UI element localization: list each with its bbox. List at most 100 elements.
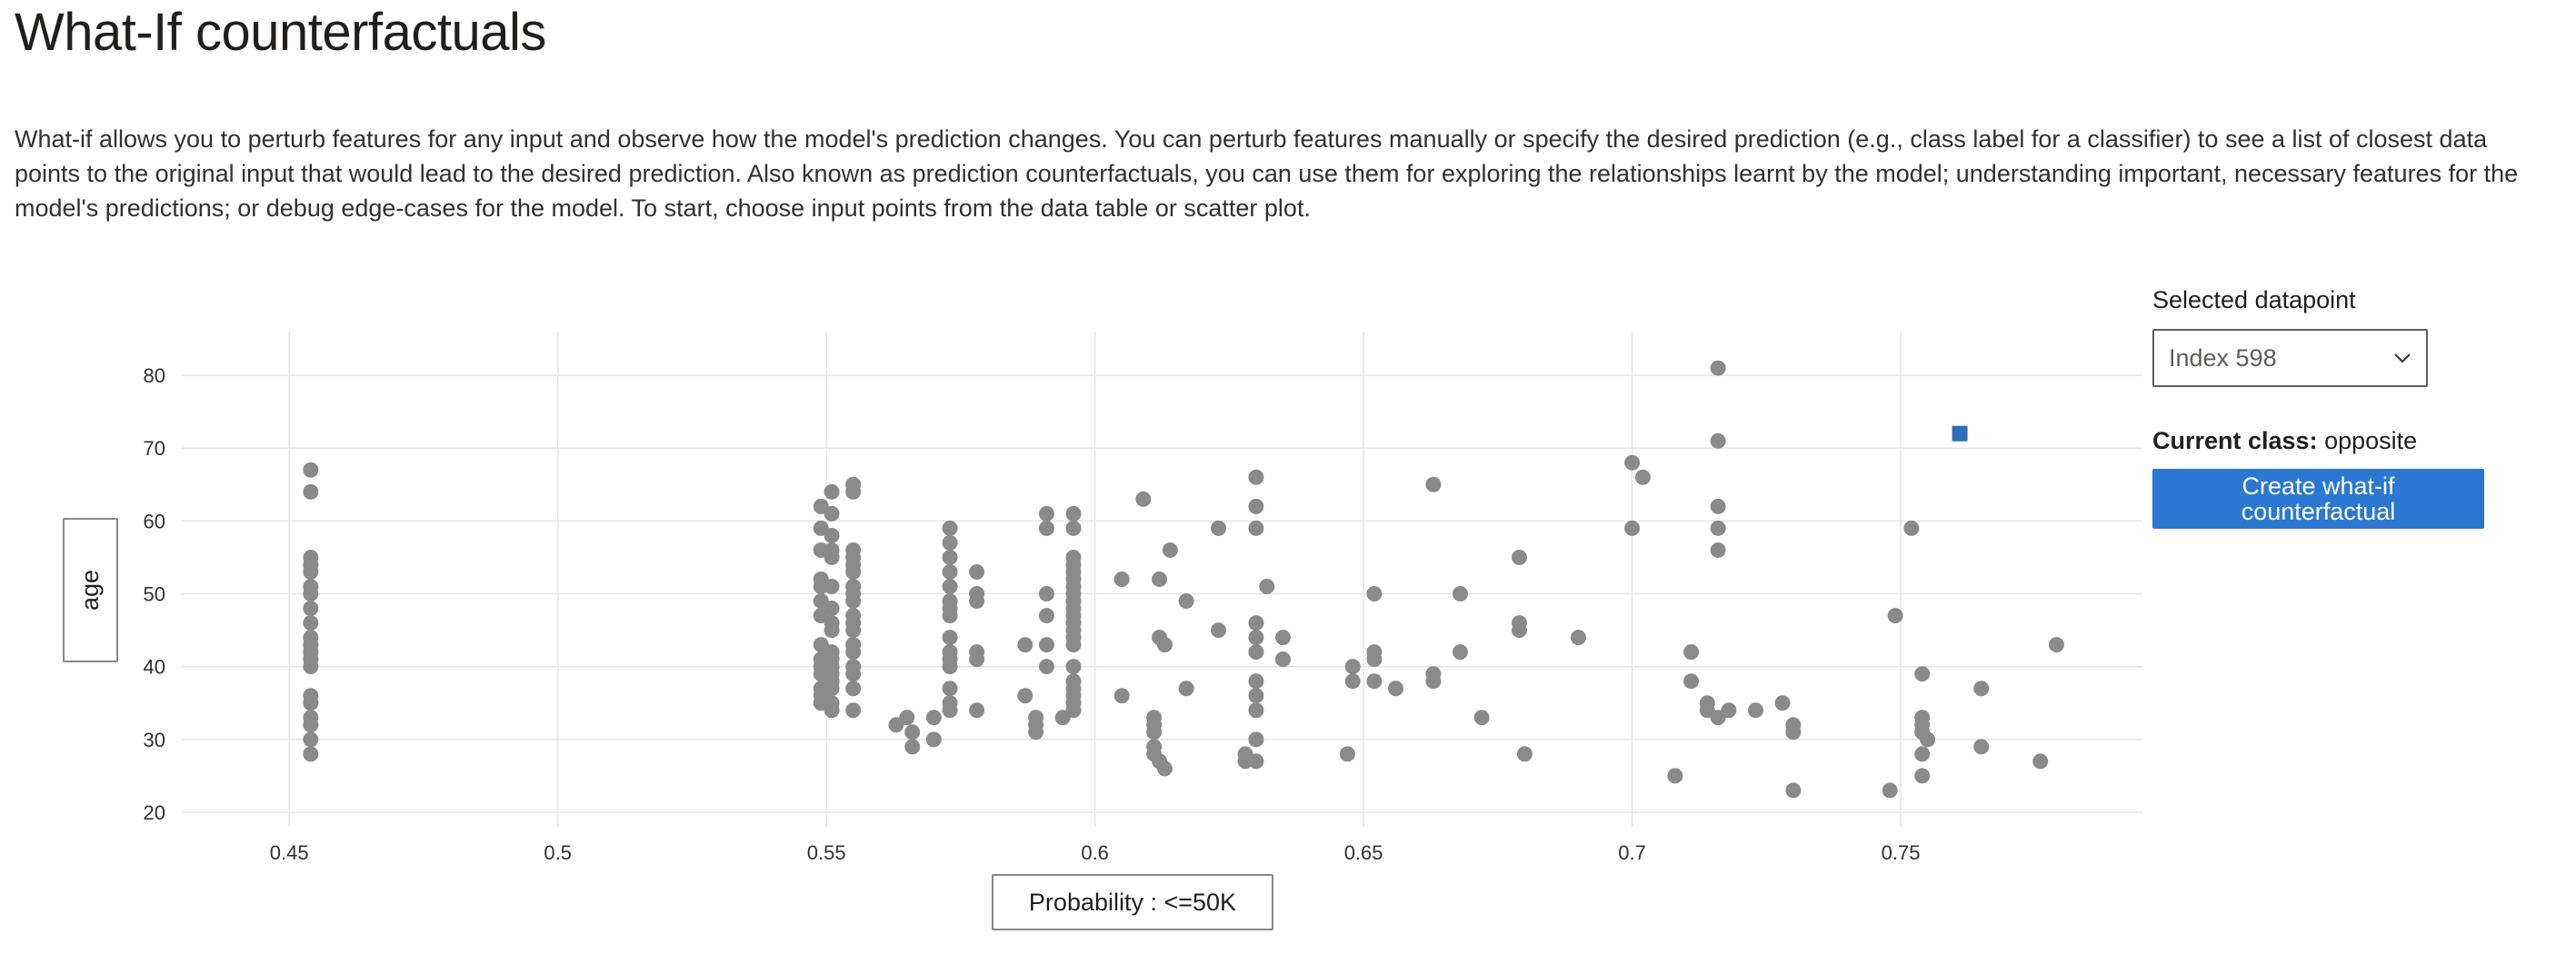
data-point <box>1570 630 1586 646</box>
y-axis-label: age <box>76 569 104 611</box>
data-point <box>303 659 319 675</box>
data-point <box>942 563 958 580</box>
data-point <box>2048 637 2064 653</box>
data-point <box>1914 768 1931 784</box>
data-point <box>1425 476 1442 492</box>
data-point <box>824 601 840 617</box>
data-point <box>969 702 985 719</box>
data-point <box>1248 688 1264 704</box>
data-point <box>303 586 319 602</box>
data-point <box>1511 622 1527 639</box>
data-point <box>942 534 958 551</box>
data-point <box>845 644 862 661</box>
data-point <box>1065 659 1082 675</box>
data-point <box>1248 731 1264 748</box>
x-tick-label: 0.75 <box>1882 841 1921 864</box>
data-point <box>942 608 958 624</box>
data-point <box>1721 702 1737 719</box>
data-point <box>1038 505 1054 522</box>
data-point <box>1710 542 1726 558</box>
data-point <box>969 593 985 610</box>
data-point <box>969 651 985 668</box>
data-point <box>824 549 840 565</box>
data-point <box>904 724 921 740</box>
data-point <box>303 483 319 500</box>
data-point <box>1248 469 1264 485</box>
data-point <box>303 615 319 631</box>
x-tick-label: 0.6 <box>1081 841 1109 864</box>
selected-datapoint-dropdown[interactable]: Index 598 <box>2152 329 2428 387</box>
x-tick-label: 0.7 <box>1618 841 1646 864</box>
data-point <box>1211 622 1227 639</box>
data-point <box>1344 673 1361 690</box>
data-point <box>1339 746 1355 762</box>
data-point <box>1903 520 1920 536</box>
data-point <box>824 505 840 522</box>
data-point <box>1248 520 1264 536</box>
data-point <box>942 549 958 565</box>
data-point <box>925 731 942 748</box>
data-point <box>1248 753 1264 770</box>
data-point <box>845 593 862 610</box>
data-point <box>1425 673 1442 690</box>
data-point <box>1624 454 1641 471</box>
data-point <box>1683 644 1700 661</box>
data-point <box>845 681 862 697</box>
x-tick-label: 0.55 <box>807 841 846 864</box>
data-point <box>303 601 319 617</box>
y-axis-feature-button[interactable]: age <box>63 518 118 662</box>
data-point <box>1710 360 1726 376</box>
data-point <box>1710 520 1726 536</box>
data-point <box>942 681 958 697</box>
create-counterfactual-button-label: Create what-if counterfactual <box>2241 472 2396 525</box>
current-class: Current class: opposite <box>2152 423 2552 458</box>
data-point <box>1973 681 1990 697</box>
x-tick-label: 0.45 <box>270 841 309 864</box>
data-point <box>1785 724 1802 740</box>
data-point <box>1683 673 1700 690</box>
data-point <box>303 462 319 478</box>
create-counterfactual-button[interactable]: Create what-if counterfactual <box>2152 469 2484 529</box>
y-tick-label: 60 <box>144 510 165 532</box>
scatter-plot-svg: 20 30 40 50 60 70 80 0.45 0.5 0.55 0.6 0.65 0.7 0.75 <box>144 332 2142 864</box>
data-point <box>824 681 840 697</box>
current-class-value: opposite <box>2324 427 2418 454</box>
data-point <box>1473 710 1490 726</box>
page-title: What-If counterfactuals <box>15 3 546 62</box>
y-tick-label: 80 <box>144 364 165 387</box>
data-point <box>925 710 942 726</box>
x-axis-feature-button[interactable]: Probability : <=50K <box>992 874 1273 930</box>
chevron-down-icon <box>2394 353 2411 363</box>
data-point <box>824 483 840 500</box>
data-point <box>2032 753 2049 770</box>
data-point <box>1146 724 1163 740</box>
data-point <box>1028 724 1044 740</box>
data-point <box>1065 505 1082 522</box>
page-description: What-if allows you to perturb features f… <box>15 125 2519 222</box>
data-point <box>1274 651 1291 668</box>
data-point <box>1162 542 1178 558</box>
data-point <box>1452 644 1468 661</box>
data-point <box>1516 746 1533 762</box>
data-point <box>1017 637 1033 653</box>
data-point <box>303 717 319 733</box>
data-point <box>1920 731 1936 748</box>
data-point <box>1038 520 1054 536</box>
y-tick-label: 70 <box>144 437 165 460</box>
data-point <box>845 666 862 682</box>
data-point <box>1248 673 1264 690</box>
data-point <box>1248 498 1264 514</box>
data-point <box>942 520 958 536</box>
data-point <box>813 579 829 595</box>
selected-data-point <box>1952 425 1968 442</box>
data-point <box>1237 753 1253 770</box>
data-point <box>824 579 840 595</box>
data-point <box>1038 608 1054 624</box>
data-point <box>303 563 319 580</box>
data-point <box>845 563 862 580</box>
data-point <box>1511 549 1527 565</box>
data-point <box>1017 688 1033 704</box>
data-point <box>1248 644 1264 661</box>
data-point <box>1113 688 1130 704</box>
